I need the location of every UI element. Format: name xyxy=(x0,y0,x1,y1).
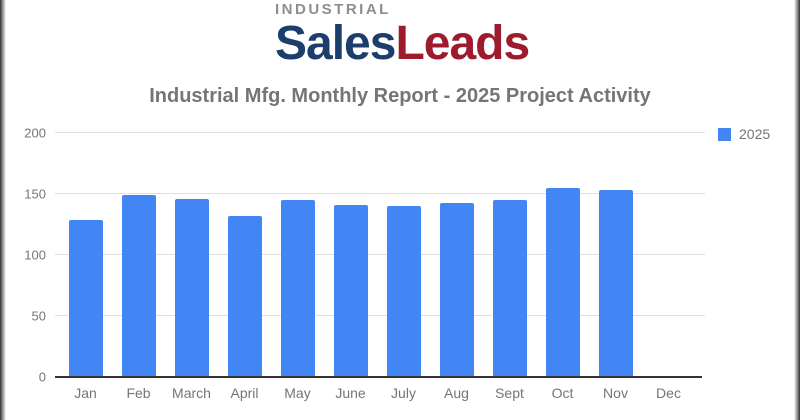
x-axis-label-july: July xyxy=(391,385,416,401)
chart-column-may: May xyxy=(271,133,324,401)
chart-column-sept: Sept xyxy=(483,133,536,401)
chart-column-june: June xyxy=(324,133,377,401)
x-axis-label-march: March xyxy=(172,385,211,401)
plot-area: Jan Feb March April May June July Aug Sept Oct Nov… xyxy=(55,132,705,401)
y-tick-label-50: 50 xyxy=(31,308,46,324)
x-axis-label-april: April xyxy=(230,385,259,401)
chart-column-july: July xyxy=(377,133,430,401)
chart-column-oct: Oct xyxy=(536,133,589,401)
legend-series-label: 2025 xyxy=(739,126,771,142)
x-axis-label-feb: Feb xyxy=(126,385,151,401)
chart-column-nov: Nov xyxy=(589,133,642,401)
x-axis-label-june: June xyxy=(335,385,366,401)
logo-sales-text: Sales xyxy=(275,17,396,70)
sales-leads-logo: INDUSTRIAL SalesLeads xyxy=(275,0,530,70)
logo-leads-text: Leads xyxy=(395,17,530,70)
x-axis-label-jan: Jan xyxy=(74,385,97,401)
y-tick-label-100: 100 xyxy=(24,247,46,263)
chart-column-march: March xyxy=(165,133,218,401)
legend-color-swatch xyxy=(718,127,731,141)
bar-may[interactable] xyxy=(280,200,315,377)
x-axis-label-sept: Sept xyxy=(495,385,524,401)
bar-oct[interactable] xyxy=(545,187,580,377)
gridline-200 xyxy=(55,132,705,133)
x-axis-label-aug: Aug xyxy=(444,385,469,401)
logo-industrial-text: INDUSTRIAL xyxy=(275,1,391,18)
y-tick-label-150: 150 xyxy=(24,186,46,202)
bar-nov[interactable] xyxy=(598,190,633,377)
x-axis-label-oct: Oct xyxy=(551,385,574,401)
bar-sept[interactable] xyxy=(492,200,527,377)
bar-july[interactable] xyxy=(386,206,421,377)
y-tick-label-200: 200 xyxy=(24,125,46,141)
chart-column-feb: Feb xyxy=(112,133,165,401)
bar-march[interactable] xyxy=(174,198,209,377)
chart-title: Industrial Mfg. Monthly Report - 2025 Pr… xyxy=(149,85,651,107)
bar-aug[interactable] xyxy=(439,202,474,377)
chart-column-jan: Jan xyxy=(59,133,112,401)
gridline-150 xyxy=(55,193,705,194)
bar-jan[interactable] xyxy=(68,219,103,377)
bar-june[interactable] xyxy=(333,204,368,377)
x-axis-baseline xyxy=(55,376,702,378)
logo-wordmark: SalesLeads xyxy=(275,17,530,70)
gridline-100 xyxy=(55,254,705,255)
x-axis-label-may: May xyxy=(284,385,311,401)
gridline-50 xyxy=(55,315,705,316)
y-axis: 0 50 100 150 200 xyxy=(0,126,46,385)
chart-column-aug: Aug xyxy=(430,133,483,401)
bar-feb[interactable] xyxy=(121,195,156,377)
chart-legend: 2025 xyxy=(718,126,770,142)
x-axis-label-nov: Nov xyxy=(603,385,628,401)
bars-row: Jan Feb March April May June July Aug Sept Oct Nov… xyxy=(59,133,695,401)
chart-column-dec: Dec xyxy=(642,133,695,401)
right-edge-shadow xyxy=(794,0,800,420)
bar-april[interactable] xyxy=(227,215,262,377)
x-axis-label-dec: Dec xyxy=(656,385,681,401)
chart-column-april: April xyxy=(218,133,271,401)
y-tick-label-0: 0 xyxy=(38,369,46,385)
